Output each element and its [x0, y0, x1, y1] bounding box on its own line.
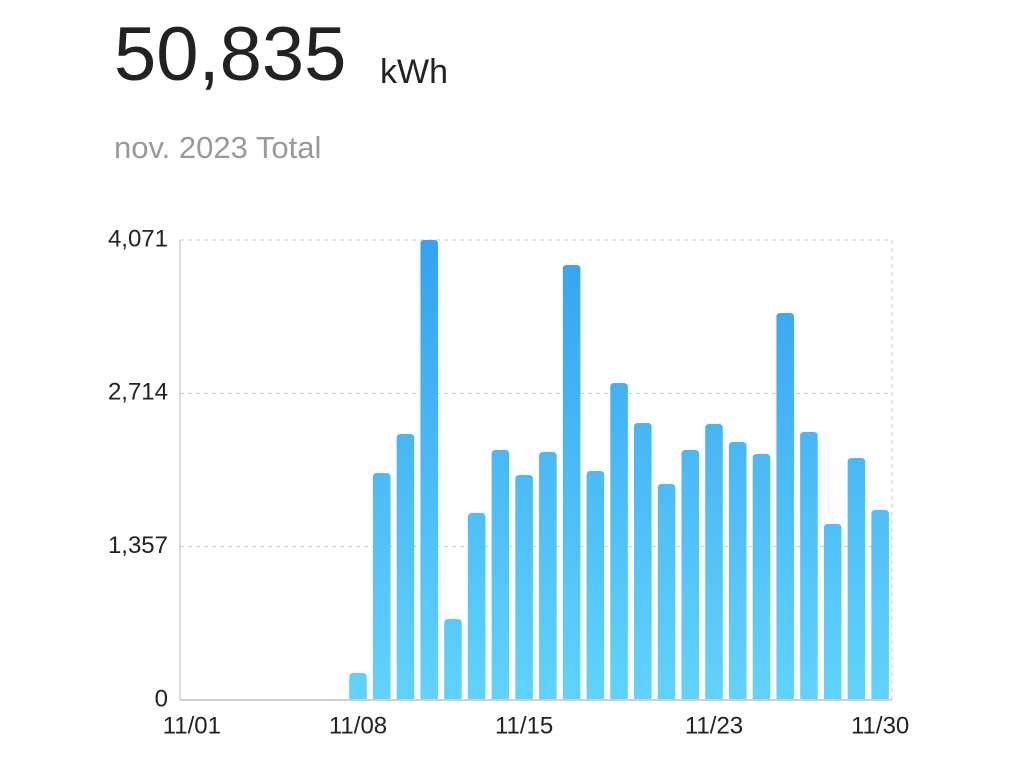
bar: [657, 483, 676, 700]
bar: [372, 472, 391, 700]
bar: [586, 470, 605, 700]
bar: [847, 457, 866, 700]
bar: [823, 523, 842, 700]
bar: [562, 264, 581, 700]
bar: [776, 312, 794, 700]
x-tick-label: 11/15: [495, 712, 553, 739]
bar: [467, 512, 486, 700]
x-tick-label: 11/08: [329, 712, 387, 739]
y-tick-label: 4,071: [108, 225, 168, 252]
bar: [349, 672, 367, 700]
bar: [728, 442, 747, 700]
total-unit: kWh: [380, 53, 448, 91]
x-tick-label: 11/30: [851, 712, 909, 739]
bar: [752, 454, 771, 700]
bar: [610, 383, 628, 700]
y-tick-label: 2,714: [108, 379, 168, 406]
bar: [491, 449, 510, 700]
y-tick-label: 1,357: [108, 532, 168, 559]
bar: [634, 423, 652, 700]
period-label: nov. 2023 Total: [114, 130, 321, 165]
bar: [444, 618, 462, 700]
bar: [705, 423, 723, 700]
x-tick-label: 11/01: [163, 712, 221, 739]
x-tick-label: 11/23: [685, 712, 743, 739]
bar: [871, 509, 889, 700]
total-value: 50,835: [114, 12, 346, 97]
bar: [539, 451, 557, 700]
bar: [681, 449, 700, 700]
bar: [420, 240, 438, 700]
bar: [800, 431, 818, 700]
bar: [515, 475, 533, 700]
y-tick-label: 0: [155, 685, 168, 712]
bar: [396, 434, 415, 700]
